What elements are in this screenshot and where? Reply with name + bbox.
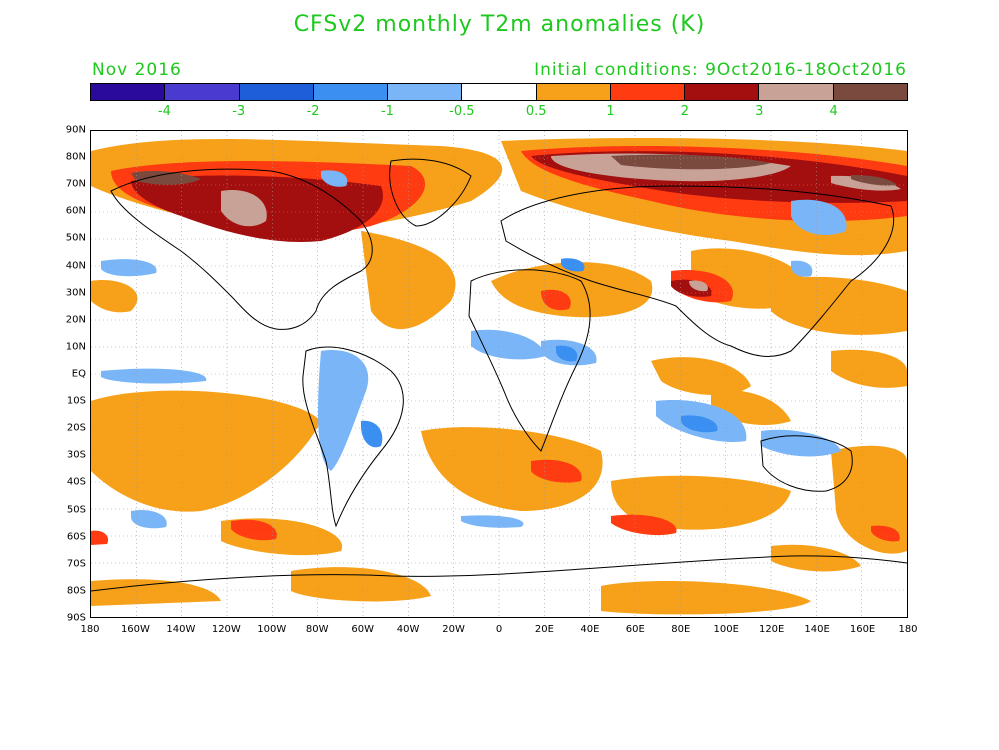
lat-tick-label: 60S bbox=[66, 531, 86, 543]
cool-anomaly-1-layer bbox=[101, 170, 847, 529]
colorbar-tick-label: -2 bbox=[306, 104, 320, 119]
lon-tick-label: 180 bbox=[80, 624, 100, 635]
lat-tick-label: 50S bbox=[66, 504, 86, 516]
cool-anomaly-2-layer bbox=[361, 258, 718, 448]
lat-tick-label: 90N bbox=[65, 124, 86, 136]
colorbar-swatch bbox=[388, 84, 463, 100]
lat-tick-label: 90S bbox=[66, 612, 86, 624]
colorbar-tick-label: 2 bbox=[680, 104, 690, 119]
africa-coast bbox=[468, 269, 591, 452]
lon-tick-label: 20E bbox=[534, 624, 554, 635]
colorbar-swatch bbox=[685, 84, 760, 100]
colorbar-tick-label: 0.5 bbox=[525, 104, 547, 119]
lat-tick-label: 10S bbox=[66, 395, 86, 407]
lat-tick-label: 20N bbox=[65, 314, 86, 326]
lon-tick-label: 100E bbox=[713, 624, 739, 635]
lon-tick-label: 180 bbox=[898, 624, 918, 635]
lat-tick-label: 80N bbox=[65, 151, 86, 163]
lon-tick-label: 60E bbox=[625, 624, 645, 635]
lon-tick-label: 140W bbox=[166, 624, 196, 635]
colorbar-swatch bbox=[610, 84, 686, 100]
lon-tick-label: 100W bbox=[257, 624, 287, 635]
graticule bbox=[91, 131, 907, 617]
colorbar-tick-label: -4 bbox=[157, 104, 171, 119]
australia-coast bbox=[760, 435, 853, 492]
lon-tick-label: 40E bbox=[580, 624, 600, 635]
lon-tick-label: 40W bbox=[396, 624, 420, 635]
lon-tick-label: 120W bbox=[211, 624, 241, 635]
lat-tick-label: 80S bbox=[66, 585, 86, 597]
colorbar-tick-label: -3 bbox=[232, 104, 246, 119]
lon-tick-label: 80W bbox=[305, 624, 329, 635]
anomaly-map bbox=[90, 130, 908, 618]
lat-tick-label: 40S bbox=[66, 476, 86, 488]
colorbar-swatch bbox=[536, 84, 611, 100]
lat-tick-label: 20S bbox=[66, 422, 86, 434]
lat-tick-label: 40N bbox=[65, 260, 86, 272]
south-america-coast bbox=[302, 346, 404, 528]
lon-tick-label: 80E bbox=[671, 624, 691, 635]
lon-tick-label: 60W bbox=[351, 624, 374, 635]
lat-tick-label: 30N bbox=[65, 287, 86, 299]
greenland-coast bbox=[389, 158, 472, 227]
lat-tick-label: EQ bbox=[71, 368, 86, 380]
north-america-coast bbox=[110, 168, 373, 330]
coastlines bbox=[91, 158, 907, 592]
colorbar-tick-label: 4 bbox=[829, 104, 838, 119]
lon-tick-label: 140E bbox=[804, 624, 830, 635]
forecast-month: Nov 2016 bbox=[92, 60, 182, 80]
colorbar-swatch bbox=[239, 84, 314, 100]
lat-tick-label: 70N bbox=[65, 178, 86, 190]
lat-tick-label: 30S bbox=[66, 449, 86, 461]
colorbar bbox=[90, 83, 908, 101]
eurasia-coast bbox=[500, 185, 895, 357]
initial-conditions: Initial conditions: 9Oct2016-18Oct2016 bbox=[534, 60, 907, 80]
colorbar-swatch bbox=[759, 84, 834, 100]
lat-tick-label: 50N bbox=[65, 232, 86, 244]
lon-tick-label: 160E bbox=[849, 624, 876, 635]
colorbar-tick-label: 1 bbox=[606, 104, 615, 119]
colorbar-swatch bbox=[462, 84, 537, 100]
lat-tick-label: 10N bbox=[65, 341, 86, 353]
colorbar-swatch bbox=[313, 84, 389, 100]
colorbar-tick-label: -1 bbox=[380, 104, 394, 119]
colorbar-tick-label: -0.5 bbox=[449, 104, 475, 119]
lon-tick-label: 120E bbox=[758, 624, 785, 635]
lon-tick-label: 20W bbox=[442, 624, 465, 635]
lon-tick-label: 160W bbox=[120, 624, 150, 635]
warm-anomaly-5-layer bbox=[131, 154, 897, 186]
map-title: CFSv2 monthly T2m anomalies (K) bbox=[293, 12, 706, 37]
colorbar-swatch bbox=[91, 84, 166, 100]
lat-tick-label: 60N bbox=[65, 205, 86, 217]
colorbar-swatch bbox=[165, 84, 240, 100]
antarctica-coast bbox=[91, 555, 907, 592]
colorbar-tick-label: 3 bbox=[755, 104, 764, 119]
lon-tick-label: 0 bbox=[495, 624, 503, 635]
map-canvas bbox=[91, 131, 907, 617]
lat-tick-label: 70S bbox=[66, 558, 86, 570]
colorbar-swatch bbox=[833, 84, 907, 100]
